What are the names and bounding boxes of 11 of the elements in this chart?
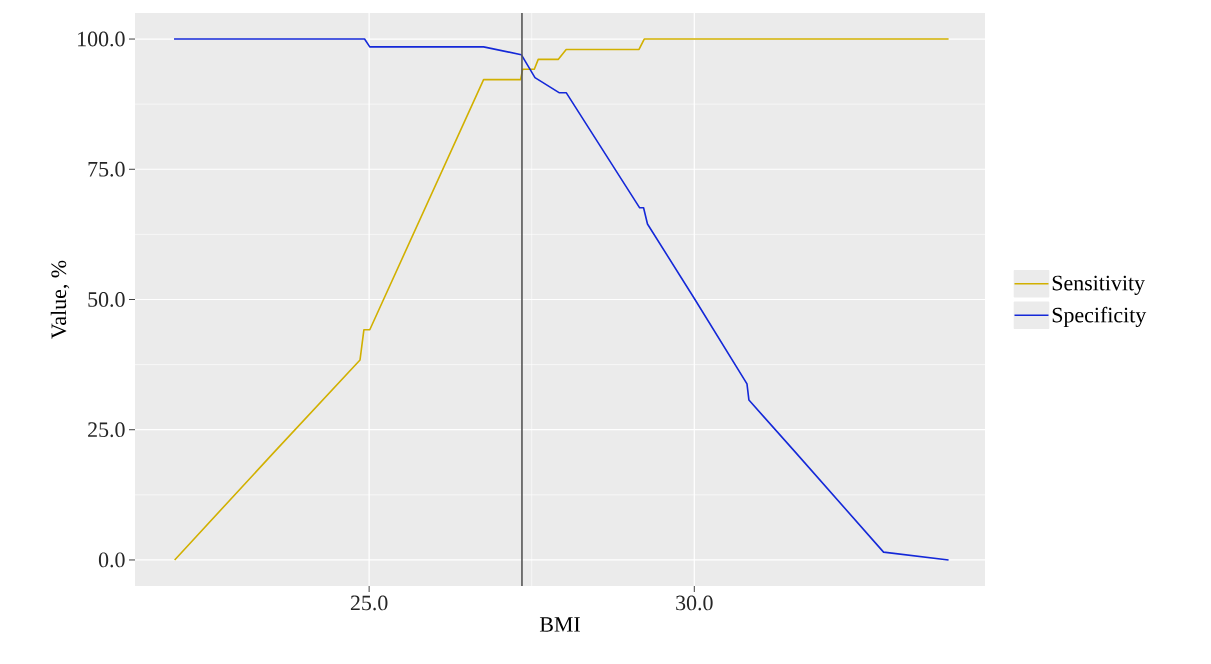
legend-label: Sensitivity bbox=[1052, 275, 1145, 295]
y-axis-title: Value, % bbox=[50, 260, 70, 339]
y-tick-label: 25.0 bbox=[88, 422, 125, 438]
y-tick-label: 75.0 bbox=[88, 161, 125, 177]
y-tick-label: 0.0 bbox=[98, 552, 125, 568]
y-tick-label: 100.0 bbox=[78, 31, 125, 47]
x-axis-title: BMI bbox=[539, 617, 580, 632]
y-tick-label: 50.0 bbox=[88, 292, 125, 307]
x-tick-label: 30.0 bbox=[676, 595, 713, 611]
line-series bbox=[173, 38, 950, 561]
legend-label: Specificity bbox=[1052, 306, 1147, 327]
